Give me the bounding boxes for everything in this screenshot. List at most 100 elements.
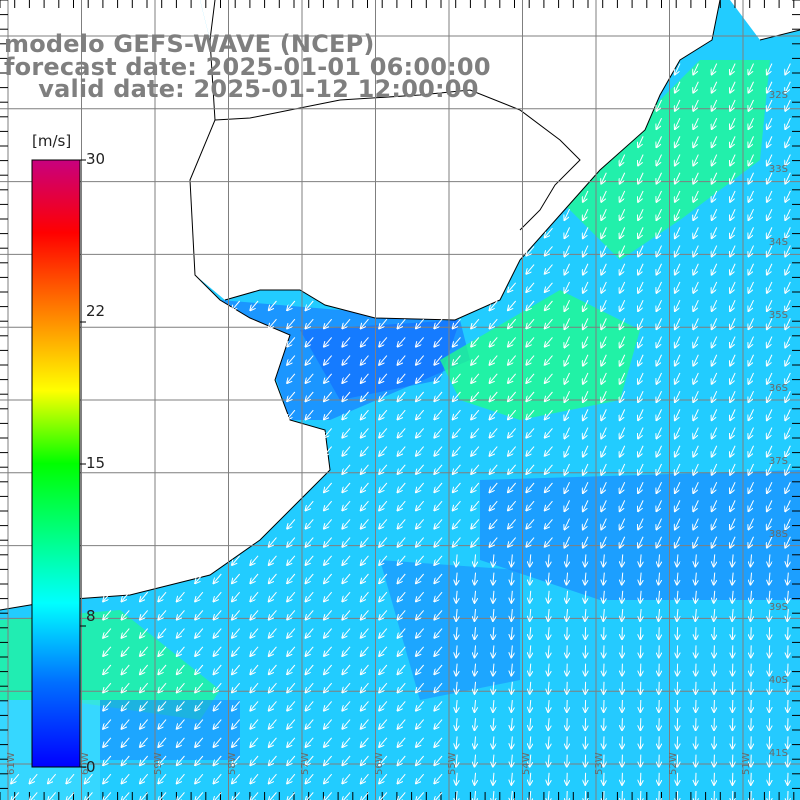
wind-arrow [583, 245, 589, 257]
wind-arrow [748, 518, 754, 530]
wind-arrow [695, 590, 696, 603]
wind-arrow [730, 445, 736, 457]
wind-arrow [656, 500, 662, 511]
wind-arrow [398, 737, 406, 747]
wind-arrow [767, 336, 773, 348]
wind-arrow [748, 208, 754, 220]
wind-arrow [434, 482, 443, 492]
wind-arrow [508, 428, 517, 437]
wind-arrow [656, 99, 662, 111]
wind-arrow [30, 792, 38, 800]
legend-tick-label: 8 [86, 607, 96, 625]
wind-arrow [769, 572, 770, 585]
wind-arrow [656, 190, 662, 202]
wind-arrow [342, 464, 351, 474]
wind-arrow [548, 627, 549, 639]
wind-arrow [730, 263, 736, 275]
wind-arrow [526, 246, 535, 255]
wind-arrow [324, 318, 333, 328]
wind-arrow [620, 190, 626, 202]
wind-arrow [545, 446, 553, 456]
wind-arrow [379, 646, 388, 656]
wind-arrow [620, 518, 626, 530]
wind-arrow [545, 482, 553, 492]
wind-arrow [361, 318, 369, 328]
wind-arrow [398, 355, 406, 365]
wind-arrow [564, 372, 570, 384]
wind-arrow [250, 664, 259, 674]
wind-arrow [658, 608, 659, 621]
wind-arrow [269, 737, 277, 747]
wind-arrow [232, 719, 241, 729]
wind-arrow [526, 446, 535, 456]
wind-arrow [398, 610, 406, 619]
wind-arrow [601, 299, 607, 311]
wind-arrow [453, 464, 461, 474]
wind-arrow [158, 682, 167, 692]
wind-arrow [493, 736, 494, 748]
wind-arrow [103, 737, 112, 747]
wind-arrow [493, 627, 494, 639]
wind-arrow [361, 591, 369, 601]
wind-arrow [158, 755, 167, 765]
wind-arrow [177, 628, 185, 638]
wind-arrow [583, 518, 589, 530]
latitude-label: 32S [769, 90, 788, 101]
wind-arrow [511, 736, 512, 748]
wind-arrows [11, 63, 791, 800]
wind-arrow [416, 737, 425, 747]
wind-arrow [490, 428, 498, 437]
wind-arrow [730, 190, 736, 202]
wind-arrow [638, 518, 644, 530]
wind-arrow [324, 610, 333, 619]
wind-arrow [11, 792, 20, 800]
wind-arrow [730, 463, 736, 475]
wind-arrow [493, 572, 494, 585]
wind-arrow [530, 681, 531, 694]
wind-arrow [471, 446, 480, 456]
wind-arrow [361, 519, 369, 528]
wind-arrow [306, 591, 314, 601]
wind-arrow [508, 282, 517, 292]
wind-arrow [342, 373, 351, 383]
wind-arrow [342, 610, 351, 619]
wind-arrow [306, 355, 314, 365]
wind-arrow [785, 227, 791, 238]
wind-arrow [638, 427, 644, 439]
wind-arrow [379, 428, 388, 437]
wind-arrow [511, 681, 512, 694]
wind-arrow [658, 554, 659, 566]
wind-arrow [638, 154, 644, 166]
wind-arrow [585, 572, 586, 585]
wind-arrow [526, 464, 535, 474]
wind-arrow [730, 117, 736, 129]
wind-arrow [601, 318, 607, 329]
wind-arrow [638, 336, 644, 348]
wind-arrow [416, 318, 425, 328]
wind-arrow [158, 773, 167, 783]
wind-arrow [566, 554, 567, 566]
wind-arrow [232, 773, 241, 783]
wind-arrow [287, 628, 296, 638]
wind-arrow [195, 610, 204, 619]
wind-arrow [545, 300, 553, 310]
wind-arrow [287, 773, 296, 783]
wind-arrow [232, 610, 241, 619]
wind-speed-zone [480, 470, 800, 600]
wind-arrow [748, 227, 754, 238]
longitude-label: 56W [374, 752, 385, 775]
wind-arrow [730, 154, 736, 166]
wind-arrow [158, 646, 167, 656]
wind-arrow [730, 99, 736, 111]
legend-tick-label: 15 [86, 454, 106, 472]
wind-arrow [530, 572, 531, 585]
wind-arrow [601, 372, 607, 384]
wind-arrow [342, 591, 351, 601]
wind-arrow [416, 628, 425, 638]
wind-arrow [214, 773, 222, 783]
wind-arrow [122, 792, 130, 800]
wind-arrow [693, 336, 699, 348]
wind-arrow [416, 646, 425, 656]
wind-arrow [398, 773, 406, 783]
wind-arrow [601, 463, 607, 475]
